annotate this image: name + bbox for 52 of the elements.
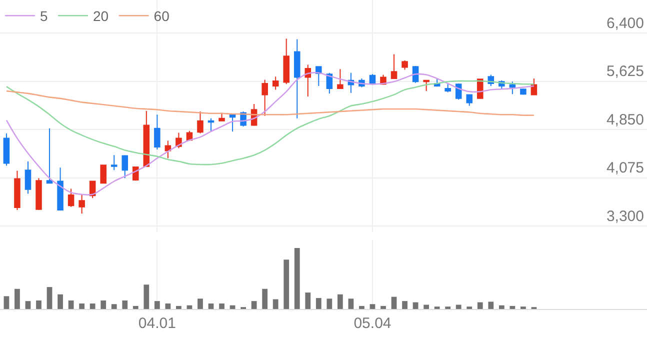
bar [359, 306, 364, 309]
bar [412, 302, 418, 309]
x-tick-label: 05.04 [354, 315, 392, 332]
bar [316, 298, 322, 309]
bar [198, 298, 203, 309]
bar [25, 301, 31, 309]
bar [90, 304, 96, 309]
bar [79, 304, 85, 309]
y-tick-label: 4,075 [606, 160, 644, 177]
bar [100, 300, 106, 309]
bar [477, 302, 483, 309]
bar [456, 304, 462, 309]
bar [36, 300, 42, 309]
legend-label: 5 [40, 8, 48, 24]
bar [338, 294, 343, 309]
bar [284, 260, 290, 309]
bar [380, 306, 386, 309]
legend-label: 60 [154, 8, 170, 24]
bar [122, 300, 128, 309]
bar [510, 306, 516, 309]
bar [402, 301, 408, 309]
bar [348, 298, 354, 309]
bar [58, 294, 63, 309]
bar [208, 304, 214, 309]
bar [251, 301, 257, 309]
y-tick-label: 6,400 [606, 14, 644, 32]
bar [294, 248, 300, 309]
bar [132, 306, 138, 309]
bar [262, 288, 268, 309]
bar [176, 306, 182, 309]
bar [219, 304, 224, 309]
bar [111, 304, 117, 309]
bar [424, 304, 429, 309]
bar [4, 296, 10, 309]
bar [326, 298, 332, 309]
bar [154, 301, 160, 309]
bar [391, 296, 397, 309]
bar [370, 304, 376, 309]
bar [14, 288, 20, 309]
y-tick-label: 3,300 [606, 208, 644, 225]
legend-label: 20 [93, 8, 109, 24]
bar [498, 305, 504, 309]
y-tick-label: 5,625 [606, 63, 644, 80]
y-tick-label: 4,850 [606, 111, 644, 128]
bar [68, 300, 74, 309]
bar [144, 284, 150, 309]
bar [165, 304, 171, 309]
bar [488, 302, 494, 309]
bar [272, 299, 278, 309]
bar [46, 287, 52, 309]
x-tick-label: 04.01 [138, 315, 176, 332]
bar [305, 292, 311, 309]
